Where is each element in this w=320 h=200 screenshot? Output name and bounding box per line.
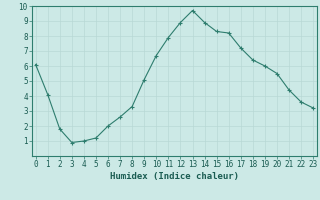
X-axis label: Humidex (Indice chaleur): Humidex (Indice chaleur) [110, 172, 239, 181]
